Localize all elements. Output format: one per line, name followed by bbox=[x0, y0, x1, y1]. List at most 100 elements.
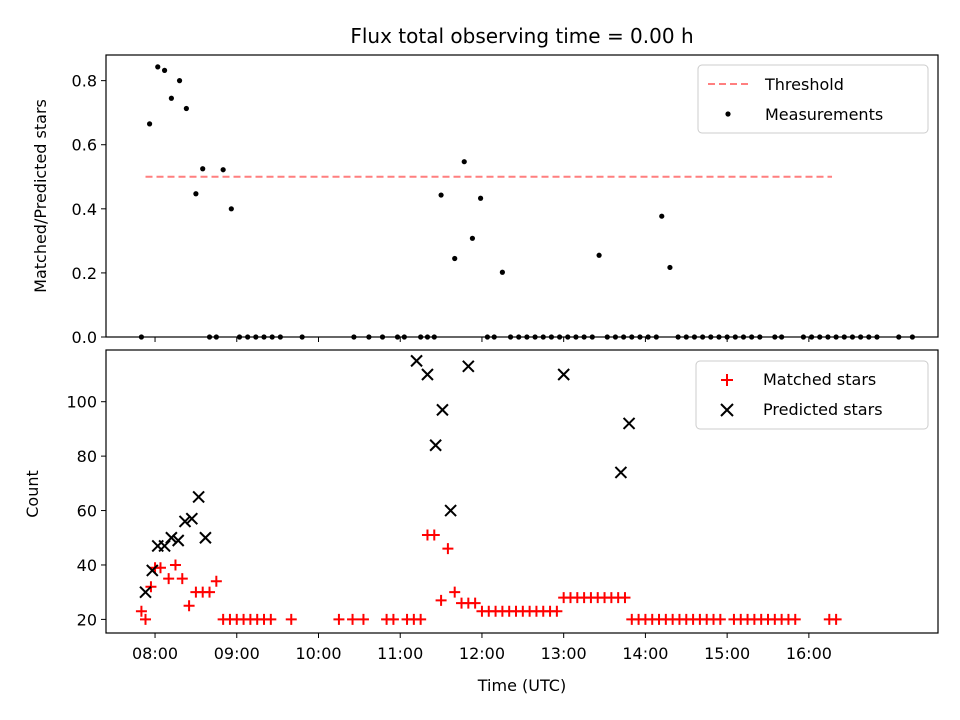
top-legend-box bbox=[697, 64, 929, 134]
predicted-star-point bbox=[185, 512, 199, 525]
matched-star-point bbox=[176, 573, 188, 585]
x-tick-label: 12:00 bbox=[459, 644, 505, 663]
measurement-point bbox=[499, 269, 505, 275]
x-axis-label: Time (UTC) bbox=[477, 676, 566, 695]
x-tick-label: 14:00 bbox=[622, 644, 668, 663]
bottom-y-axis-label: Count bbox=[23, 470, 42, 518]
matched-legend-label: Matched stars bbox=[763, 370, 876, 389]
bottom-plot-area bbox=[135, 354, 842, 625]
matched-star-point bbox=[154, 562, 166, 574]
measurement-point bbox=[596, 252, 602, 258]
measurement-point bbox=[161, 67, 168, 73]
measurement-point bbox=[438, 192, 444, 198]
predicted-star-point bbox=[192, 490, 205, 504]
x-tick-label: 08:00 bbox=[132, 644, 178, 663]
matched-star-point bbox=[265, 613, 277, 625]
bottom-y-tick-label: 20 bbox=[77, 610, 97, 629]
matched-star-point bbox=[357, 613, 369, 625]
measurement-point bbox=[659, 213, 665, 219]
bottom-axes-frame bbox=[105, 349, 939, 634]
measurement-point bbox=[193, 191, 199, 197]
matched-star-point bbox=[789, 613, 801, 625]
top-y-tick-label: 0.0 bbox=[72, 328, 97, 347]
bottom-y-tick-label: 60 bbox=[77, 502, 97, 521]
bottom-axis-ticks: 20 40 60 80 100 08:00 09:00 10:00 11:00 12:00 13:0… bbox=[66, 393, 831, 663]
bottom-y-tick-label: 100 bbox=[66, 393, 97, 412]
top-axis-ticks: 0.0 0.2 0.4 0.6 0.8 bbox=[72, 72, 810, 347]
measurement-point bbox=[228, 206, 234, 212]
chart-title: Flux total observing time = 0.00 h bbox=[350, 24, 693, 48]
measurement-point bbox=[452, 255, 458, 262]
predicted-star-point bbox=[557, 368, 570, 381]
measurement-point bbox=[183, 105, 189, 112]
x-tick-label: 10:00 bbox=[295, 644, 341, 663]
top-y-tick-label: 0.6 bbox=[72, 136, 97, 155]
matched-star-point bbox=[551, 605, 563, 617]
measurement-point bbox=[220, 167, 226, 173]
predicted-star-point bbox=[199, 531, 212, 544]
predicted-star-point bbox=[146, 564, 159, 577]
matched-legend-marker bbox=[721, 374, 733, 386]
bottom-y-tick-label: 40 bbox=[77, 556, 97, 575]
predicted-star-point bbox=[614, 466, 628, 479]
threshold-legend-label: Threshold bbox=[764, 75, 844, 94]
predicted-star-point bbox=[436, 403, 449, 417]
matched-star-point bbox=[140, 613, 152, 625]
predicted-star-point bbox=[139, 585, 152, 599]
matched-star-point bbox=[619, 592, 631, 604]
matched-star-point bbox=[428, 529, 440, 541]
measurement-point bbox=[155, 64, 161, 70]
top-axes-frame bbox=[105, 54, 939, 338]
predicted-star-point bbox=[444, 504, 457, 517]
measurement-point bbox=[667, 264, 673, 271]
matched-star-point bbox=[163, 573, 175, 585]
x-tick-label: 11:00 bbox=[377, 644, 423, 663]
measurement-point bbox=[168, 95, 174, 101]
top-y-tick-label: 0.2 bbox=[72, 264, 97, 283]
x-tick-label: 15:00 bbox=[704, 644, 750, 663]
measurement-point bbox=[477, 195, 484, 201]
measurement-point bbox=[176, 78, 183, 84]
bottom-legend-box bbox=[695, 360, 929, 430]
matched-star-point bbox=[387, 613, 399, 625]
measurement-point bbox=[461, 159, 467, 165]
measurement-point bbox=[200, 166, 206, 172]
predicted-star-point bbox=[622, 417, 636, 430]
matched-star-point bbox=[169, 559, 181, 571]
matched-star-point bbox=[415, 613, 427, 625]
matched-star-point bbox=[442, 543, 454, 555]
matched-star-point bbox=[210, 575, 222, 587]
matched-star-point bbox=[333, 613, 345, 625]
measurement-point bbox=[469, 235, 476, 241]
predicted-star-point bbox=[429, 439, 442, 452]
predicted-star-point bbox=[462, 360, 475, 373]
bottom-legend: Matched stars Predicted stars bbox=[695, 360, 929, 430]
top-y-axis-label: Matched/Predicted stars bbox=[31, 99, 50, 293]
matched-star-point bbox=[204, 586, 216, 598]
matched-star-point bbox=[135, 605, 147, 617]
matched-star-point bbox=[830, 613, 842, 625]
matched-star-point bbox=[347, 613, 359, 625]
predicted-star-point bbox=[171, 534, 185, 547]
x-tick-label: 13:00 bbox=[541, 644, 587, 663]
measurement-point bbox=[146, 121, 153, 127]
matched-star-point bbox=[285, 613, 297, 625]
top-y-tick-label: 0.4 bbox=[72, 200, 97, 219]
predicted-star-point bbox=[410, 354, 423, 368]
matched-star-point bbox=[183, 600, 195, 612]
measurements-legend-label: Measurements bbox=[765, 105, 883, 124]
predicted-star-point bbox=[165, 531, 178, 544]
matched-star-point bbox=[449, 586, 461, 598]
matched-star-point bbox=[469, 597, 481, 609]
predicted-star-point bbox=[421, 368, 434, 381]
top-y-tick-label: 0.8 bbox=[72, 72, 97, 91]
x-tick-label: 16:00 bbox=[786, 644, 832, 663]
x-tick-label: 09:00 bbox=[214, 644, 260, 663]
top-legend: Threshold Measurements bbox=[697, 64, 929, 134]
bottom-y-tick-label: 80 bbox=[77, 447, 97, 466]
predicted-legend-marker bbox=[720, 403, 734, 417]
predicted-star-point bbox=[178, 515, 192, 528]
measurements-legend-marker bbox=[725, 111, 731, 117]
predicted-legend-label: Predicted stars bbox=[763, 400, 883, 419]
